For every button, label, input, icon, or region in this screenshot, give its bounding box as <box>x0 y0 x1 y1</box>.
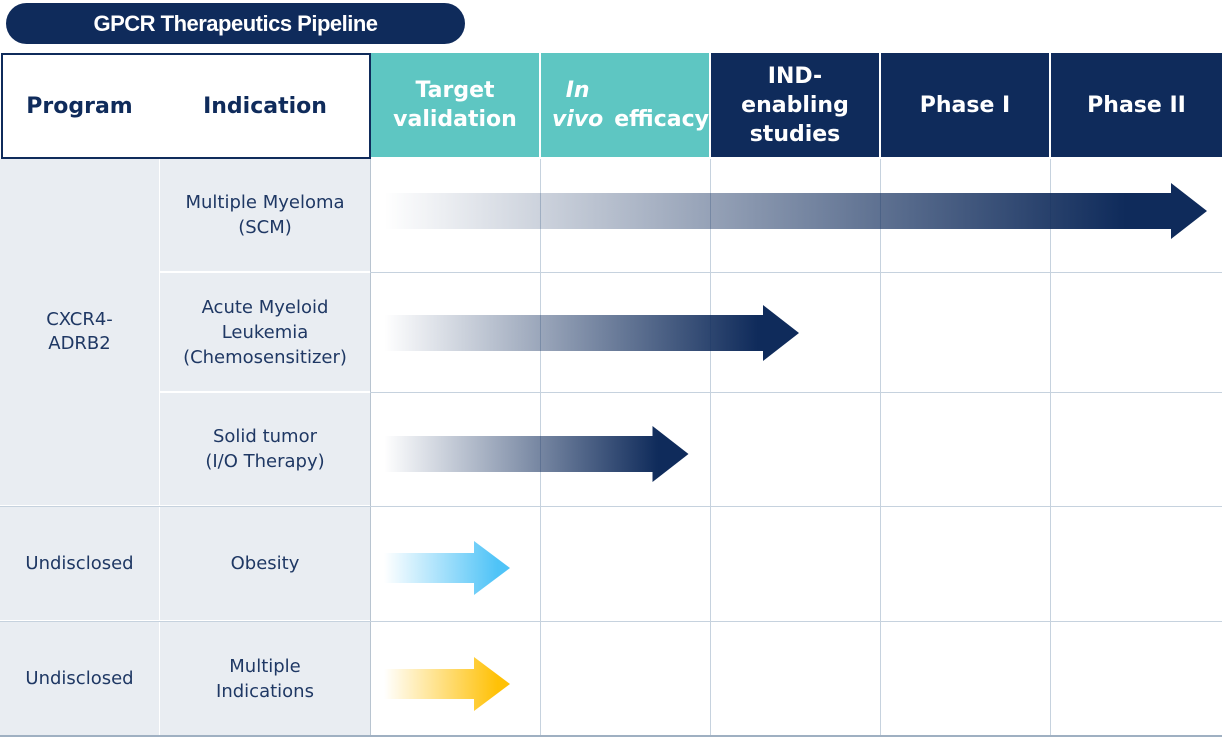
grid-line <box>370 392 1222 393</box>
stage-header-phase-1: Phase I <box>881 53 1049 157</box>
progress-arrow-1 <box>384 305 799 361</box>
grid-line <box>880 159 881 737</box>
grid-line <box>370 272 1222 273</box>
program-cell-cxcr4-adrb2: CXCR4- ADRB2 <box>0 159 159 505</box>
progress-arrow-4 <box>384 657 510 711</box>
stage-header-in-vivo-efficacy: In vivo efficacy <box>541 53 709 157</box>
grid-line <box>0 735 1222 737</box>
grid-line <box>0 621 1222 622</box>
stage-label-efficacy: efficacy <box>614 107 709 132</box>
progress-arrow-2 <box>384 426 689 482</box>
progress-arrow-3 <box>384 541 510 595</box>
program-column-header: Program <box>26 93 133 119</box>
indication-cell-obesity: Obesity <box>160 507 370 620</box>
grid-line <box>1050 159 1051 737</box>
indication-column-header: Indication <box>203 93 327 119</box>
program-cell-undisclosed-1: Undisclosed <box>0 507 159 620</box>
stage-header-ind-enabling: IND- enabling studies <box>711 53 879 157</box>
program-cell-undisclosed-2: Undisclosed <box>0 622 159 735</box>
indication-cell-multiple-indications: Multiple Indications <box>160 622 370 735</box>
grid-line <box>710 159 711 737</box>
header-label-box <box>1 53 371 159</box>
stage-header-target-validation: Target validation <box>371 53 539 157</box>
grid-line <box>0 506 1222 507</box>
indication-cell-solid-tumor: Solid tumor (I/O Therapy) <box>160 393 370 505</box>
indication-cell-multiple-myeloma: Multiple Myeloma (SCM) <box>160 159 370 271</box>
stage-header-phase-2: Phase II <box>1051 53 1222 157</box>
stage-label-in-vivo: In vivo <box>551 78 604 132</box>
page-title: GPCR Therapeutics Pipeline <box>6 3 465 44</box>
grid-line <box>370 159 371 737</box>
progress-arrow-0 <box>384 183 1207 239</box>
indication-cell-aml: Acute Myeloid Leukemia (Chemosensitizer) <box>160 273 370 391</box>
